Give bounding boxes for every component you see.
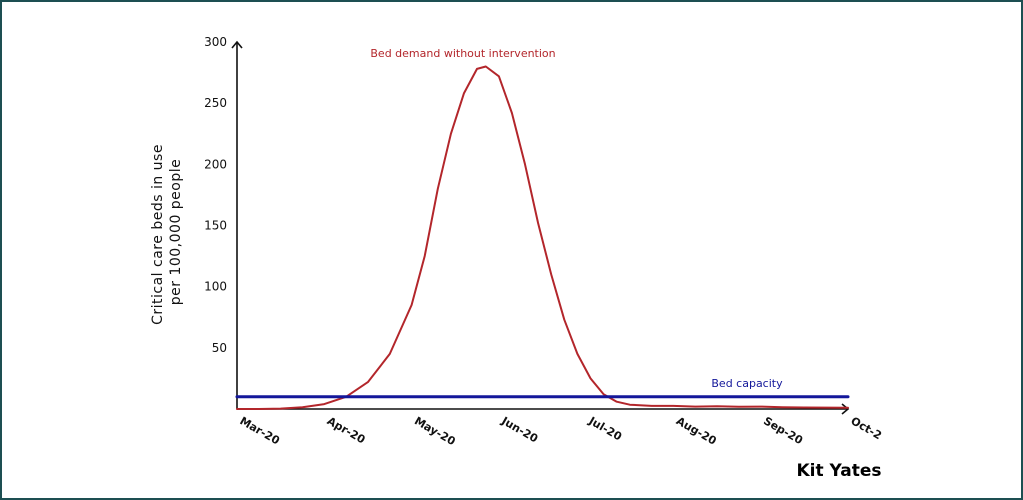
series-label-bed-capacity: Bed capacity (711, 377, 783, 390)
y-axis-label: Critical care beds in use per 100,000 pe… (150, 139, 184, 325)
series-layer (235, 65, 850, 410)
y-axis-arrow (231, 40, 243, 49)
axes (231, 40, 850, 415)
y-tick-label: 50 (212, 341, 227, 355)
y-tick-label: 300 (204, 35, 227, 49)
y-axis-label-line-1: Critical care beds in use (150, 144, 166, 325)
y-axis-label-line-2: per 100,000 people (168, 159, 184, 306)
x-tick-labels: Mar-20 Apr-20 May-20 Jun-20 Jul-20 Aug-20 Sep-… (238, 414, 884, 448)
y-tick-label: 200 (204, 157, 227, 171)
x-tick-label: Oct-2 (849, 414, 884, 442)
x-tick-label: Apr-20 (325, 414, 368, 446)
y-tick-label: 250 (204, 96, 227, 110)
author-credit: Kit Yates (796, 461, 881, 481)
series-line-bed-demand (236, 65, 849, 410)
x-axis-arrow (841, 403, 850, 415)
y-tick-label: 100 (204, 280, 227, 294)
x-tick-label: Aug-20 (674, 414, 719, 447)
y-tick-label: 150 (204, 219, 227, 233)
series-label-bed-demand: Bed demand without intervention (370, 47, 555, 60)
y-tick-labels: 50 100 150 200 250 300 (204, 35, 227, 355)
x-tick-label: Jul-20 (586, 414, 624, 444)
x-tick-label: Sep-20 (761, 414, 805, 447)
x-tick-label: Mar-20 (238, 414, 283, 447)
x-tick-label: May-20 (412, 414, 458, 448)
x-tick-label: Jun-20 (498, 414, 540, 446)
